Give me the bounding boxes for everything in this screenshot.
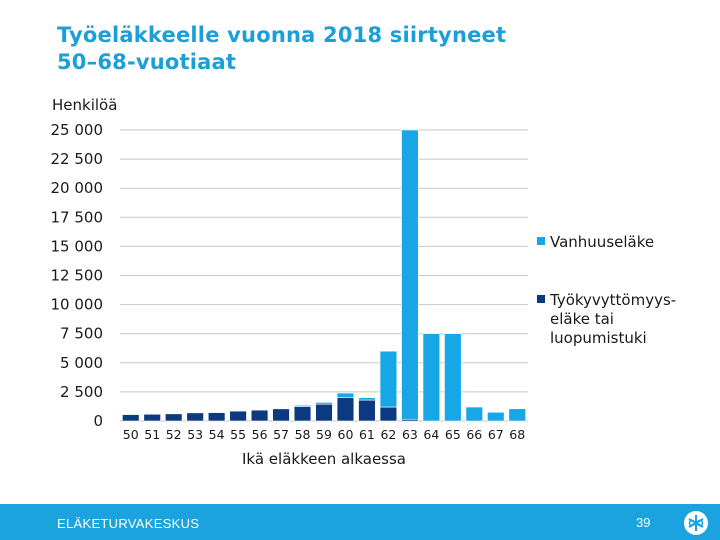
x-tick-label: 68 [509,427,525,442]
x-tick-label: 56 [252,427,268,442]
x-tick-label: 55 [230,427,246,442]
y-tick-label: 15 000 [51,237,104,255]
bars [122,129,526,422]
bar-segment [293,406,312,422]
x-tick-label: 64 [423,427,439,442]
bar-segment [293,404,312,407]
bar-segment [229,410,247,422]
bar-segment [250,409,269,411]
x-tick-label: 59 [316,427,332,442]
x-tick-label: 65 [445,427,461,442]
bar-segment [336,392,355,399]
legend-label: Vanhuuseläke [550,233,654,251]
legend-swatch [537,295,545,303]
x-tick-label: 52 [166,427,182,442]
x-tick-label: 51 [144,427,160,442]
legend-swatch [537,237,545,245]
bar-segment [165,412,183,415]
bar-segment [165,413,183,422]
y-axis-label: Henkilöä [52,96,117,114]
x-tick-label: 60 [338,427,354,442]
x-tick-label: 57 [273,427,289,442]
legend-label: eläke tai [550,310,614,328]
x-tick-label: 50 [123,427,139,442]
y-tick-label: 20 000 [51,179,104,197]
x-tick-label: 67 [488,427,504,442]
bar-segment [487,411,505,422]
slide-title-line-2: 50–68-vuotiaat [57,50,237,74]
gridlines [120,129,528,422]
x-tick-label: 53 [187,427,203,442]
bar-segment [379,350,398,408]
bar-segment [358,399,376,422]
stacked-bar-chart: 0 2 500 5 000 7 500 10 000 12 500 15 000 17 500… [51,96,677,468]
bar-segment [422,333,441,422]
bar-segment [250,409,269,422]
bar-segment [143,413,161,422]
y-tick-label: 22 500 [51,150,104,168]
x-tick-labels: 50 51 52 53 54 55 56 57 58 59 60 61 62 63 64 65 66 67 68 [123,427,525,442]
x-tick-label: 62 [380,427,396,442]
bar-segment [207,412,226,422]
bar-segment [358,397,376,401]
x-tick-label: 54 [209,427,225,442]
y-tick-label: 0 [93,412,103,430]
slide-title: Työeläkkeelle vuonna 2018 siirtyneet 50–… [57,22,617,76]
y-tick-label: 17 500 [51,208,104,226]
y-tick-label: 2 500 [60,383,103,401]
x-tick-label: 61 [359,427,375,442]
footer-bar: ELÄKETURVAKESKUS 39 [0,504,720,540]
slide-title-line-1: Työeläkkeelle vuonna 2018 siirtyneet [57,23,507,47]
bar-segment [465,406,483,422]
legend: Vanhuuseläke Työkyvyttömyys-eläke tailuop… [537,233,676,347]
y-tick-label: 12 500 [51,267,104,285]
x-axis-label: Ikä eläkkeen alkaessa [242,450,406,468]
bar-segment [508,408,526,422]
organization-logo-icon [684,511,708,535]
bar-segment [272,408,290,422]
x-tick-label: 58 [295,427,311,442]
page-number: 39 [636,515,651,530]
legend-label: luopumistuki [550,329,647,347]
bar-segment [315,402,333,405]
bar-segment [272,407,290,410]
y-tick-label: 25 000 [51,121,104,139]
x-tick-label: 66 [466,427,482,442]
footer-organization: ELÄKETURVAKESKUS [57,516,200,531]
bar-segment [379,406,398,422]
bar-segment [444,333,462,422]
y-tick-label: 5 000 [60,354,103,372]
bar-segment [401,129,419,420]
bar-segment [315,403,333,422]
y-tick-label: 7 500 [60,325,103,343]
bar-segment [122,414,140,422]
legend-label: Työkyvyttömyys- [549,291,676,309]
y-tick-labels: 0 2 500 5 000 7 500 10 000 12 500 15 000 17 500… [51,121,104,430]
y-tick-label: 10 000 [51,296,104,314]
bar-segment [186,412,204,422]
bar-segment [336,397,355,422]
x-tick-label: 63 [402,427,418,442]
